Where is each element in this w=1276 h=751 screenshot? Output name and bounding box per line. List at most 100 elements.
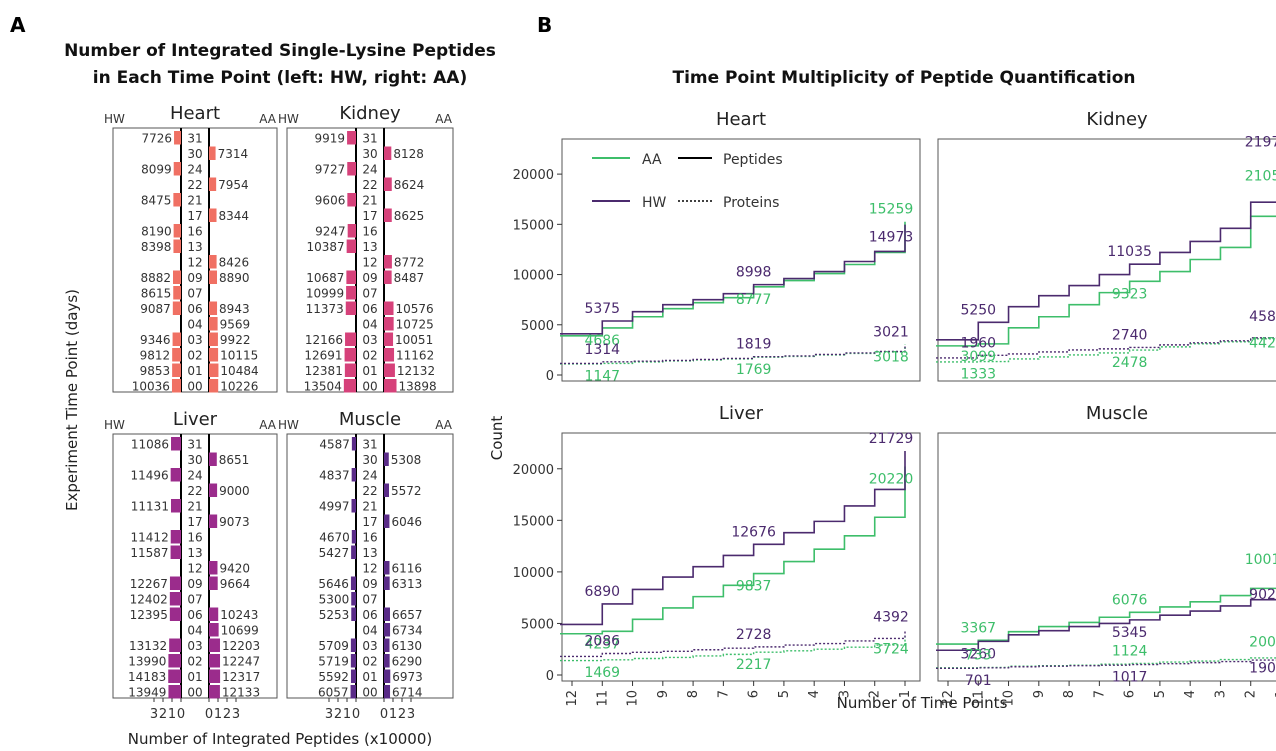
bar-aa xyxy=(209,208,217,222)
bar-aa xyxy=(209,363,219,377)
data-label-AA-peptides: 4237 xyxy=(584,636,620,652)
y-tick-label: 10000 xyxy=(513,566,554,581)
category-label: 06 xyxy=(187,302,202,316)
category-label: 03 xyxy=(187,639,202,653)
data-label-AA-proteins: 2478 xyxy=(1112,355,1148,371)
bar-aa xyxy=(384,623,391,637)
bar-hw xyxy=(170,468,181,482)
y-tick-label: 0 xyxy=(546,669,554,684)
y-tick-label: 10000 xyxy=(513,269,554,284)
x-tick-label: 1 xyxy=(389,707,397,722)
bar-label-hw: 8190 xyxy=(141,224,172,238)
category-label: 24 xyxy=(362,468,377,482)
bar-label-hw: 8099 xyxy=(141,162,172,176)
data-label-HW-peptides: 11035 xyxy=(1107,244,1152,260)
bar-hw xyxy=(173,224,181,238)
data-label-HW-proteins: 1909 xyxy=(1249,660,1276,676)
panel-b-letter: B xyxy=(537,13,552,37)
bar-label-hw: 11131 xyxy=(131,499,169,513)
data-label-HW-proteins: 2740 xyxy=(1112,327,1148,343)
bar-hw xyxy=(344,363,356,377)
x-tick-label: 3 xyxy=(325,707,333,722)
bar-label-aa: 8625 xyxy=(394,209,425,223)
bar-hw xyxy=(351,545,356,559)
bar-hw xyxy=(173,286,181,300)
category-label: 00 xyxy=(187,685,202,699)
bar-label-aa: 9922 xyxy=(220,333,251,347)
data-label-HW-peptides: 5375 xyxy=(584,301,620,317)
data-label-HW-proteins: 701 xyxy=(965,673,992,689)
data-label-AA-proteins: 2000 xyxy=(1249,634,1276,650)
bar-aa xyxy=(384,301,394,315)
bar-aa xyxy=(384,146,392,160)
category-label: 03 xyxy=(362,639,377,653)
bar-label-hw: 13504 xyxy=(304,379,342,393)
bar-aa xyxy=(209,638,220,652)
category-label: 30 xyxy=(187,147,202,161)
bar-label-hw: 4837 xyxy=(319,468,350,482)
x-tick-label: 5 xyxy=(1153,690,1168,698)
category-label: 01 xyxy=(187,364,202,378)
bar-hw xyxy=(347,131,356,145)
x-tick-label: 9 xyxy=(656,690,671,698)
category-label: 17 xyxy=(187,515,202,529)
x-tick-label: 8 xyxy=(1062,690,1077,698)
bar-label-aa: 7954 xyxy=(218,178,249,192)
bar-aa xyxy=(384,685,391,699)
data-label-AA-peptides: 10013 xyxy=(1245,552,1276,568)
bar-label-aa: 6290 xyxy=(392,654,423,668)
data-label-AA-proteins: 4427 xyxy=(1249,336,1276,352)
bar-label-hw: 9727 xyxy=(315,162,346,176)
category-label: 00 xyxy=(362,685,377,699)
side-right-label: AA xyxy=(435,112,453,126)
bar-label-hw: 9087 xyxy=(140,302,171,316)
facet-title: Liver xyxy=(719,403,764,424)
facet-title: Heart xyxy=(170,103,220,124)
data-label-AA-peptides: 8777 xyxy=(736,292,772,308)
bar-hw xyxy=(173,193,181,207)
bar-aa xyxy=(384,317,394,331)
bar-hw xyxy=(168,685,181,699)
bar-label-aa: 10226 xyxy=(220,379,258,393)
bar-label-aa: 6116 xyxy=(392,561,423,575)
category-label: 13 xyxy=(187,240,202,254)
category-label: 17 xyxy=(362,209,377,223)
bar-hw xyxy=(169,576,181,590)
category-label: 17 xyxy=(362,515,377,529)
category-label: 21 xyxy=(362,499,377,513)
facet-title: Liver xyxy=(173,409,218,430)
bar-hw xyxy=(347,224,356,238)
bar-aa xyxy=(209,623,219,637)
line-hw-peptides xyxy=(936,201,1276,341)
data-label-AA-proteins: 1769 xyxy=(736,362,772,378)
bar-hw xyxy=(172,332,181,346)
bar-label-aa: 10243 xyxy=(220,608,258,622)
line-aa-peptides xyxy=(936,215,1276,347)
data-label-HW-peptides: 5345 xyxy=(1112,625,1148,641)
bar-hw xyxy=(173,239,181,253)
data-label-HW-peptides: 14973 xyxy=(869,230,914,246)
bar-hw xyxy=(347,193,356,207)
category-label: 06 xyxy=(362,608,377,622)
bar-hw xyxy=(169,592,181,606)
bar-aa xyxy=(384,270,392,284)
data-label-AA-proteins: 3724 xyxy=(873,642,909,658)
data-label-AA-peptides: 15259 xyxy=(869,202,914,218)
panel-b-facets: Heart05000100001500020000537546868998877… xyxy=(513,109,1276,707)
x-tick-label: 11 xyxy=(595,690,610,707)
x-tick-label: 5 xyxy=(777,690,792,698)
bar-label-hw: 4670 xyxy=(319,530,350,544)
category-label: 07 xyxy=(362,286,377,300)
data-label-HW-peptides: 21974 xyxy=(1245,134,1276,150)
category-label: 07 xyxy=(187,286,202,300)
bar-label-hw: 12395 xyxy=(130,608,168,622)
bar-hw xyxy=(172,301,181,315)
category-label: 01 xyxy=(362,670,377,684)
bar-aa xyxy=(209,607,219,621)
bar-label-hw: 8615 xyxy=(141,286,172,300)
y-tick-label: 5000 xyxy=(521,319,554,334)
bar-label-hw: 5427 xyxy=(319,546,350,560)
bar-label-aa: 8943 xyxy=(219,302,250,316)
bar-label-aa: 13898 xyxy=(399,379,437,393)
data-label-HW-proteins: 1819 xyxy=(736,337,772,353)
